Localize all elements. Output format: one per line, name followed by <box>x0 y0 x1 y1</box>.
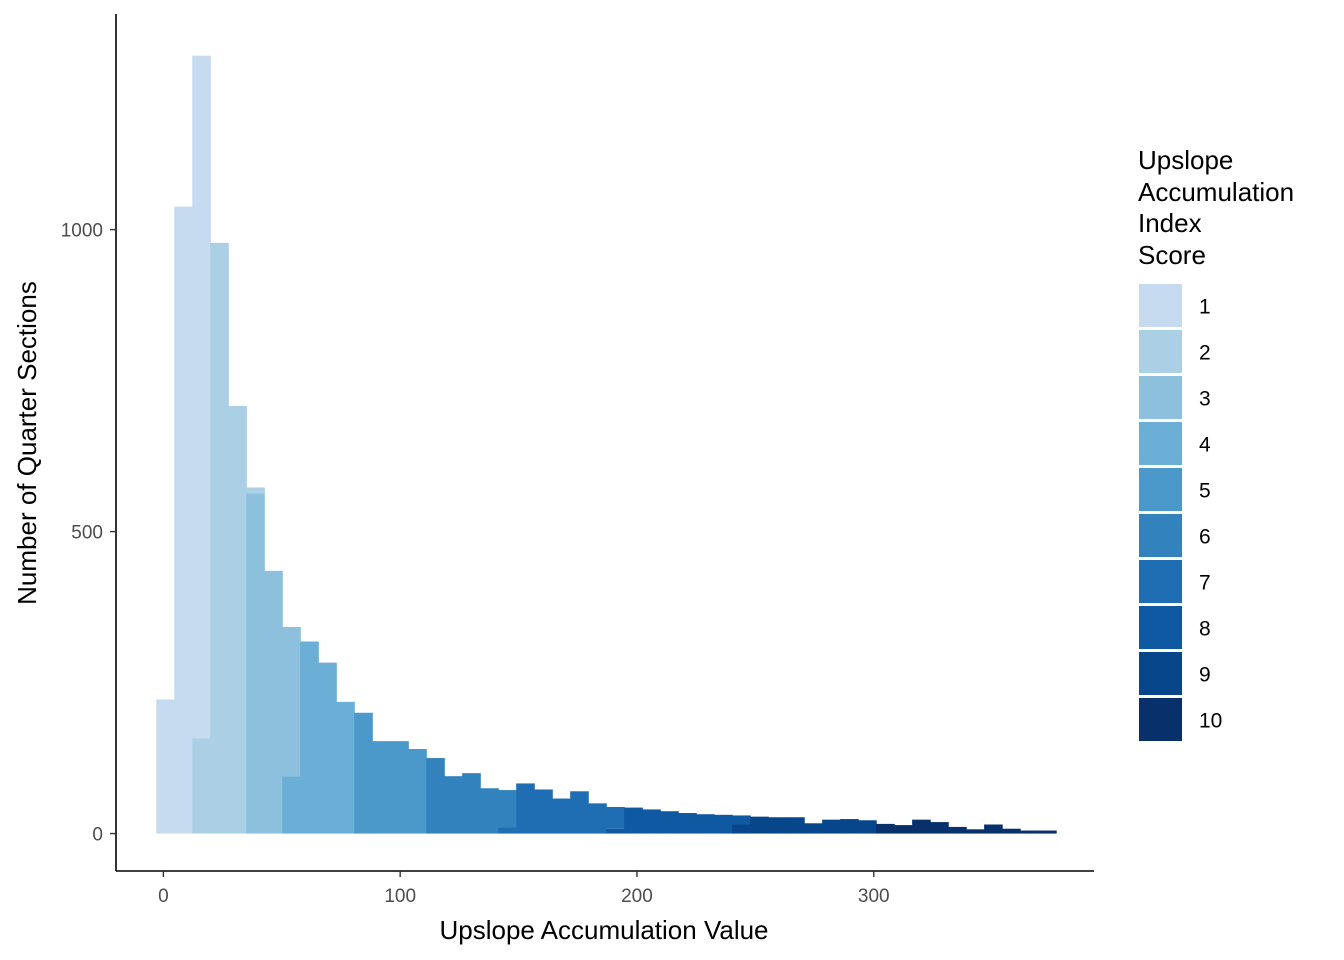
histogram-bar-31-score-8 <box>714 814 733 834</box>
histogram-bar-7-score-3 <box>282 627 301 777</box>
histogram-bar-29-score-8 <box>678 813 697 834</box>
histogram-bar-18-score-6 <box>480 788 499 834</box>
histogram-bar-42-score-10 <box>912 819 931 834</box>
histogram-bar-46-score-10 <box>984 824 1003 834</box>
histogram-bar-33-score-9 <box>750 816 769 834</box>
histogram-bar-7-score-4 <box>282 776 301 834</box>
histogram-bar-45-score-10 <box>966 829 985 834</box>
histogram-bar-23-score-7 <box>570 791 589 834</box>
histogram-bar-12-score-5 <box>372 741 391 834</box>
legend-title-line-2: Accumulation <box>1138 177 1294 207</box>
legend-label-1: 1 <box>1199 296 1211 319</box>
legend-key-5 <box>1139 468 1182 511</box>
y-axis-title: Number of Quarter Sections <box>12 281 42 605</box>
histogram-bar-41-score-10 <box>894 825 913 834</box>
legend-label-3: 3 <box>1199 388 1211 411</box>
histogram-bar-25-score-7 <box>606 806 625 829</box>
x-axis-title: Upslope Accumulation Value <box>439 915 768 945</box>
histogram-bar-10-score-4 <box>336 701 355 834</box>
histogram-bar-27-score-8 <box>642 809 661 834</box>
histogram-bar-2-score-1 <box>192 55 211 739</box>
histogram-bar-8-score-4 <box>300 641 319 834</box>
histogram-bar-34-score-9 <box>768 817 787 834</box>
legend-label-9: 9 <box>1199 664 1211 687</box>
legend-title-line-1: Upslope <box>1138 145 1233 175</box>
histogram-bar-11-score-5 <box>354 712 373 834</box>
histogram-bar-26-score-8 <box>624 807 643 834</box>
histogram-bar-15-score-6 <box>426 758 445 834</box>
histogram-bar-30-score-8 <box>696 814 715 834</box>
histogram-bar-19-score-7 <box>498 827 517 834</box>
histogram-bar-5-score-3 <box>246 493 265 834</box>
histogram-bar-43-score-10 <box>930 822 949 834</box>
legend-key-3 <box>1139 376 1182 419</box>
legend-label-4: 4 <box>1199 434 1211 457</box>
legend-key-7 <box>1139 560 1182 603</box>
histogram-bar-40-score-10 <box>876 823 895 834</box>
legend-label-6: 6 <box>1199 526 1211 549</box>
legend-key-4 <box>1139 422 1182 465</box>
legend-key-1 <box>1139 284 1182 327</box>
histogram-bar-48-score-10 <box>1020 830 1039 834</box>
histogram-bar-20-score-7 <box>516 783 535 834</box>
legend-key-2 <box>1139 330 1182 373</box>
axes-layer: 0 100 200 300 0 500 1000 <box>61 14 1094 907</box>
histogram-bar-32-score-8 <box>732 815 751 825</box>
legend-key-10 <box>1139 698 1182 741</box>
histogram-bar-17-score-6 <box>462 773 481 834</box>
histogram-bar-21-score-7 <box>534 789 553 834</box>
histogram-bar-9-score-4 <box>318 662 337 834</box>
histogram-bar-5-score-2 <box>246 487 265 494</box>
legend-label-8: 8 <box>1199 618 1211 641</box>
bars-layer <box>156 55 1057 834</box>
histogram-bar-6-score-3 <box>264 570 283 834</box>
legend-label-5: 5 <box>1199 480 1211 503</box>
legend-title-line-3: Index <box>1138 208 1202 238</box>
histogram-bar-4-score-2 <box>228 405 247 834</box>
histogram-bar-49-score-10 <box>1038 830 1057 834</box>
legend-key-6 <box>1139 514 1182 557</box>
y-tick-label-1000: 1000 <box>61 221 103 242</box>
histogram-bar-47-score-10 <box>1002 828 1021 834</box>
histogram-bar-39-score-9 <box>858 820 877 834</box>
x-tick-label-300: 300 <box>858 886 890 907</box>
legend-label-10: 10 <box>1199 710 1222 733</box>
histogram-bar-38-score-9 <box>840 819 859 834</box>
legend-title-line-4: Score <box>1138 240 1206 270</box>
legend-label-7: 7 <box>1199 572 1211 595</box>
x-tick-label-100: 100 <box>384 886 416 907</box>
histogram-bar-0-score-1 <box>156 699 175 834</box>
histogram-bar-3-score-2 <box>210 242 229 834</box>
histogram-bar-36-score-9 <box>804 823 823 834</box>
histogram-bar-37-score-9 <box>822 819 841 834</box>
histogram-bar-16-score-6 <box>444 776 463 834</box>
histogram-bar-28-score-8 <box>660 811 679 834</box>
histogram-bar-44-score-10 <box>948 826 967 834</box>
histogram-bar-35-score-9 <box>786 817 805 834</box>
histogram-bar-1-score-1 <box>174 206 193 834</box>
histogram-bar-22-score-7 <box>552 798 571 834</box>
legend-items: 1 2 3 4 5 6 7 8 9 10 <box>1139 284 1222 741</box>
y-tick-label-0: 0 <box>92 825 103 846</box>
legend-key-9 <box>1139 652 1182 695</box>
legend-key-8 <box>1139 606 1182 649</box>
histogram-bar-13-score-5 <box>390 741 409 834</box>
legend-label-2: 2 <box>1199 342 1211 365</box>
histogram-bar-2-score-2 <box>192 738 211 834</box>
histogram-bar-24-score-7 <box>588 803 607 834</box>
histogram-bar-14-score-5 <box>408 749 427 834</box>
y-tick-label-500: 500 <box>71 523 103 544</box>
histogram-bar-25-score-8 <box>606 828 625 834</box>
legend: Upslope Accumulation Index Score 1 2 3 4 5 6 7… <box>1138 145 1294 741</box>
x-tick-label-0: 0 <box>158 886 169 907</box>
x-tick-label-200: 200 <box>621 886 653 907</box>
histogram-bar-19-score-6 <box>498 790 517 828</box>
histogram-bar-32-score-9 <box>732 824 751 834</box>
